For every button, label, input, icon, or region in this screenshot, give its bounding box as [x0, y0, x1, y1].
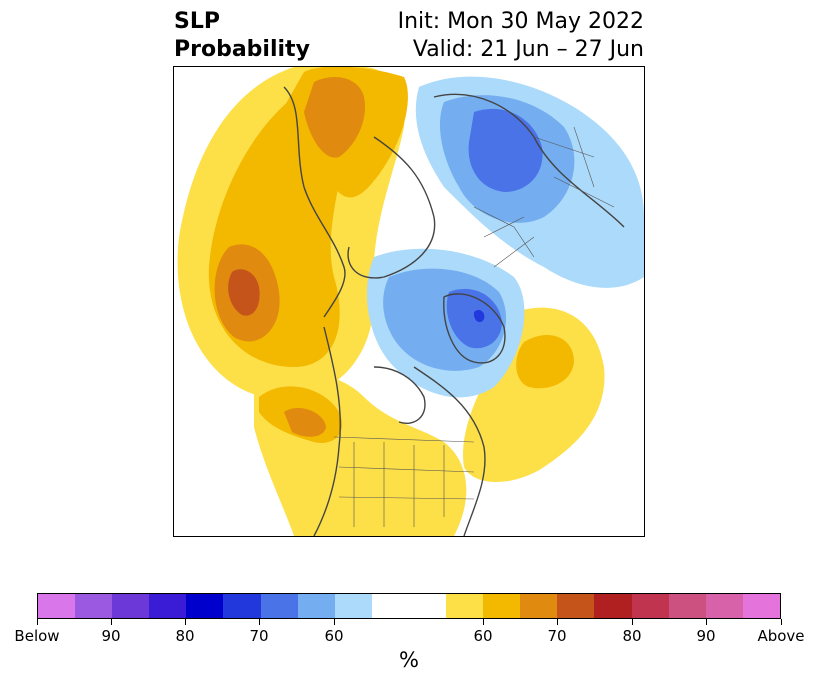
- border-asia: [533, 126, 615, 208]
- color-scale-segment: [260, 594, 298, 618]
- init-date: Init: Mon 30 May 2022: [397, 9, 644, 34]
- above-region-na-core: [284, 407, 326, 437]
- color-scale-segment: [408, 594, 447, 618]
- above-region-northwest-core: [304, 77, 365, 158]
- color-scale-bar: [37, 593, 781, 619]
- color-scale-tick-label: Below: [14, 627, 60, 645]
- border-states-2: [338, 466, 475, 500]
- color-scale-tick-label: 80: [622, 627, 642, 645]
- color-scale-segment: [75, 594, 113, 618]
- below-normal-regions: [366, 76, 644, 398]
- color-scale-segment: [668, 594, 706, 618]
- color-scale-segment: [557, 594, 595, 618]
- color-scale-segment: [594, 594, 632, 618]
- color-scale-tick: [334, 619, 335, 625]
- color-scale-tick-label: 60: [473, 627, 493, 645]
- color-scale-tick-label: 60: [324, 627, 344, 645]
- below-region-central-peak: [473, 309, 485, 323]
- color-scale-tick: [632, 619, 633, 625]
- color-scale-tick-label: 80: [175, 627, 195, 645]
- color-scale-segment: [38, 594, 76, 618]
- map-title: SLP Probability: [174, 8, 310, 64]
- color-scale-segment: [705, 594, 743, 618]
- color-scale-tick: [259, 619, 260, 625]
- color-scale-tick: [781, 619, 782, 625]
- coastline-greenland: [443, 293, 506, 364]
- color-scale-segment: [186, 594, 224, 618]
- coastline-europe: [283, 86, 346, 318]
- color-scale-tick-label: Above: [757, 627, 805, 645]
- color-scale-segment: [483, 594, 521, 618]
- color-scale-segment: [297, 594, 335, 618]
- color-scale-tick: [483, 619, 484, 625]
- coastline-hudson: [373, 366, 426, 424]
- border-states-1: [353, 442, 445, 527]
- valid-range: Valid: 21 Jun – 27 Jun: [412, 37, 644, 62]
- probability-map: [173, 66, 645, 537]
- color-scale-segment: [631, 594, 669, 618]
- color-scale-tick: [111, 619, 112, 625]
- border-us-canada: [333, 436, 475, 443]
- color-scale-segment: [371, 594, 409, 618]
- borders: [333, 126, 615, 527]
- color-scale-tick: [185, 619, 186, 625]
- forecast-dates: Init: Mon 30 May 2022 Valid: 21 Jun – 27…: [398, 8, 644, 64]
- border-europe: [473, 206, 535, 268]
- color-scale-tick: [557, 619, 558, 625]
- color-scale-segment: [742, 594, 780, 618]
- color-scale-tick-label: 70: [249, 627, 269, 645]
- title-line-2: Probability: [174, 37, 310, 62]
- color-scale-tick: [37, 619, 38, 625]
- below-region-northeast-core: [468, 108, 543, 192]
- color-scale-segment: [446, 594, 484, 618]
- map-svg: [177, 67, 644, 536]
- coastline-north-america-east: [413, 366, 486, 536]
- color-scale-segment: [334, 594, 372, 618]
- color-scale-tick-label: 70: [547, 627, 567, 645]
- color-scale-tick-label: 90: [696, 627, 716, 645]
- above-region-west-peak: [228, 269, 260, 316]
- color-scale-tick-label: 90: [101, 627, 121, 645]
- above-region-east-core: [516, 334, 574, 389]
- color-scale-segment: [223, 594, 261, 618]
- color-scale-unit: %: [399, 648, 419, 672]
- coastlines: [283, 86, 625, 536]
- color-scale-segment: [149, 594, 187, 618]
- coastline-arctic: [347, 136, 436, 279]
- coastline-north-america: [313, 326, 342, 536]
- color-scale-segment: [112, 594, 150, 618]
- color-scale-segment: [520, 594, 558, 618]
- above-normal-regions: [177, 67, 605, 536]
- title-line-1: SLP: [174, 9, 220, 34]
- below-region-central-core: [446, 288, 502, 349]
- color-scale-tick: [706, 619, 707, 625]
